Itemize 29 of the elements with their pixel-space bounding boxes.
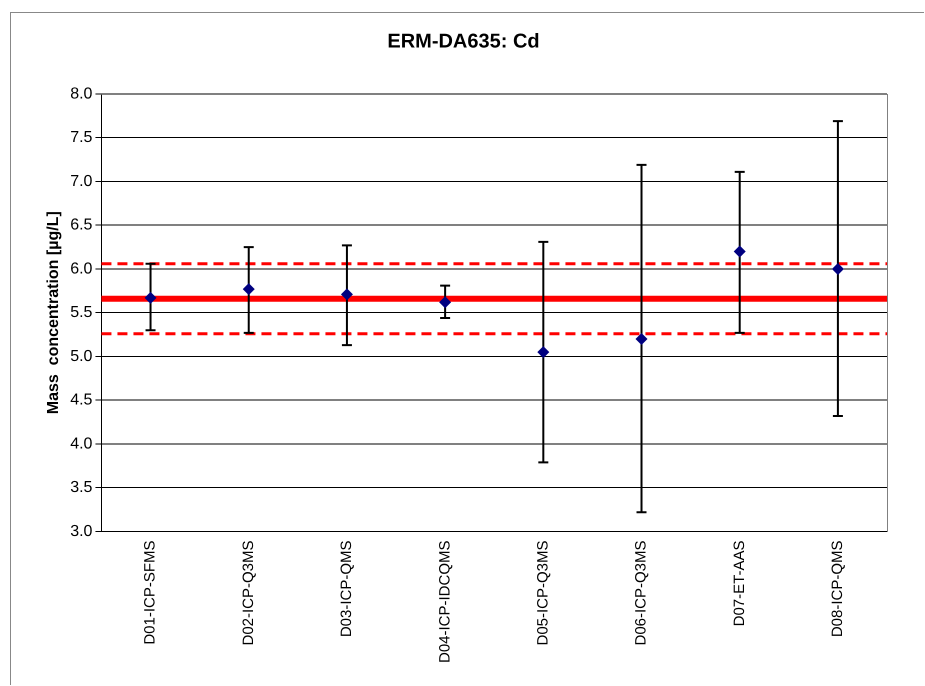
y-tick-label: 7.5 (70, 129, 93, 146)
x-tick-label: D06-ICP-Q3MS (632, 540, 650, 646)
y-tick-label: 4.0 (70, 435, 93, 452)
x-tick-label: D02-ICP-Q3MS (240, 540, 257, 646)
y-tick-label: 3.5 (70, 479, 93, 496)
x-tick-label: D01-ICP-SFMS (142, 540, 159, 645)
point (636, 332, 648, 345)
point (734, 245, 746, 258)
x-tick-label: D07-ET-AAS (730, 540, 748, 626)
x-tick-label: D04-ICP-IDCQMS (436, 540, 454, 664)
point (340, 288, 353, 300)
point (242, 283, 255, 296)
y-tick-label: 5.5 (70, 304, 93, 322)
y-tick-label: 7.0 (70, 172, 93, 190)
x-tick-label: D03-ICP-QMS (338, 540, 356, 638)
y-tick-label: 6.5 (70, 216, 93, 234)
y-tick-label: 6.0 (70, 260, 93, 278)
y-tick-label: 5.0 (70, 348, 93, 365)
y-axis-title: Mass concentration [µg/L] (45, 211, 62, 414)
point (144, 292, 157, 304)
point (439, 296, 452, 308)
point (832, 262, 844, 275)
chart-title: ERM-DA635: Cd (387, 30, 540, 53)
x-tick-label: D08-ICP-QMS (829, 540, 846, 638)
point (537, 346, 550, 358)
y-tick-label: 8.0 (70, 85, 93, 102)
x-tick-label: D05-ICP-Q3MS (534, 540, 552, 646)
y-tick-label: 3.0 (70, 522, 93, 540)
y-tick-label: 4.5 (70, 392, 93, 409)
